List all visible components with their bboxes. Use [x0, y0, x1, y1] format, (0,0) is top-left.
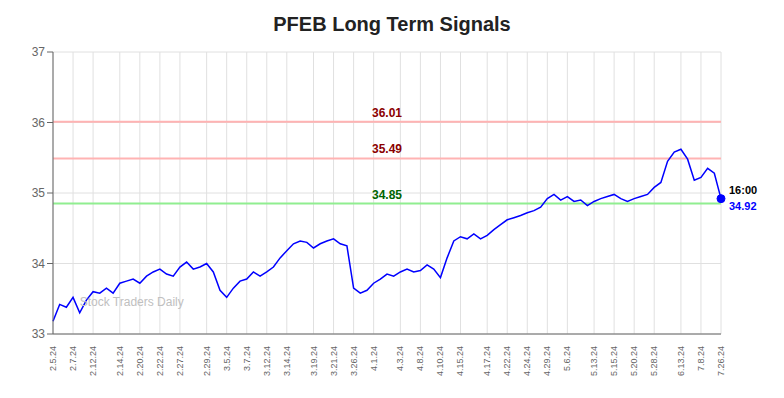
svg-text:4.3.24: 4.3.24 [395, 346, 405, 371]
svg-text:2.22.24: 2.22.24 [155, 346, 165, 376]
svg-text:34.92: 34.92 [729, 200, 757, 212]
svg-text:3.21.24: 3.21.24 [329, 346, 339, 376]
svg-text:4.1.24: 4.1.24 [369, 346, 379, 371]
svg-text:34: 34 [32, 257, 46, 271]
svg-text:4.17.24: 4.17.24 [482, 346, 492, 376]
svg-text:2.5.24: 2.5.24 [48, 346, 58, 371]
svg-text:5.15.24: 5.15.24 [609, 346, 619, 376]
svg-text:3.5.24: 3.5.24 [222, 346, 232, 371]
svg-text:2.27.24: 2.27.24 [175, 346, 185, 376]
svg-text:36: 36 [32, 116, 46, 130]
svg-text:4.10.24: 4.10.24 [435, 346, 445, 376]
svg-text:7.8.24: 7.8.24 [696, 346, 706, 371]
svg-text:5.6.24: 5.6.24 [562, 346, 572, 371]
svg-text:2.14.24: 2.14.24 [115, 346, 125, 376]
svg-text:5.28.24: 5.28.24 [649, 346, 659, 376]
svg-text:7.26.24: 7.26.24 [716, 346, 726, 376]
svg-text:2.20.24: 2.20.24 [135, 346, 145, 376]
html-text:Stock Traders Daily: Stock Traders Daily [79, 295, 184, 310]
svg-text:37: 37 [32, 45, 46, 59]
svg-text:3.19.24: 3.19.24 [309, 346, 319, 376]
svg-text:2.7.24: 2.7.24 [68, 346, 78, 371]
svg-text:36.01: 36.01 [372, 106, 402, 120]
svg-text:4.15.24: 4.15.24 [455, 346, 465, 376]
svg-text:34.85: 34.85 [372, 188, 402, 202]
html-text:PFEB Long Term Signals: PFEB Long Term Signals [273, 13, 511, 35]
svg-text:5.13.24: 5.13.24 [589, 346, 599, 376]
svg-text:6.13.24: 6.13.24 [676, 346, 686, 376]
svg-text:5.20.24: 5.20.24 [629, 346, 639, 376]
svg-text:2.12.24: 2.12.24 [88, 346, 98, 376]
svg-text:4.29.24: 4.29.24 [542, 346, 552, 376]
svg-text:33: 33 [32, 327, 46, 341]
svg-text:4.22.24: 4.22.24 [502, 346, 512, 376]
svg-text:4.8.24: 4.8.24 [415, 346, 425, 371]
svg-text:35: 35 [32, 186, 46, 200]
svg-text:16:00: 16:00 [729, 184, 757, 196]
svg-text:3.26.24: 3.26.24 [349, 346, 359, 376]
svg-text:3.7.24: 3.7.24 [242, 346, 252, 371]
svg-text:2.29.24: 2.29.24 [202, 346, 212, 376]
svg-text:3.12.24: 3.12.24 [262, 346, 272, 376]
svg-text:4.24.24: 4.24.24 [522, 346, 532, 376]
svg-text:3.14.24: 3.14.24 [282, 346, 292, 376]
svg-text:35.49: 35.49 [372, 142, 402, 156]
